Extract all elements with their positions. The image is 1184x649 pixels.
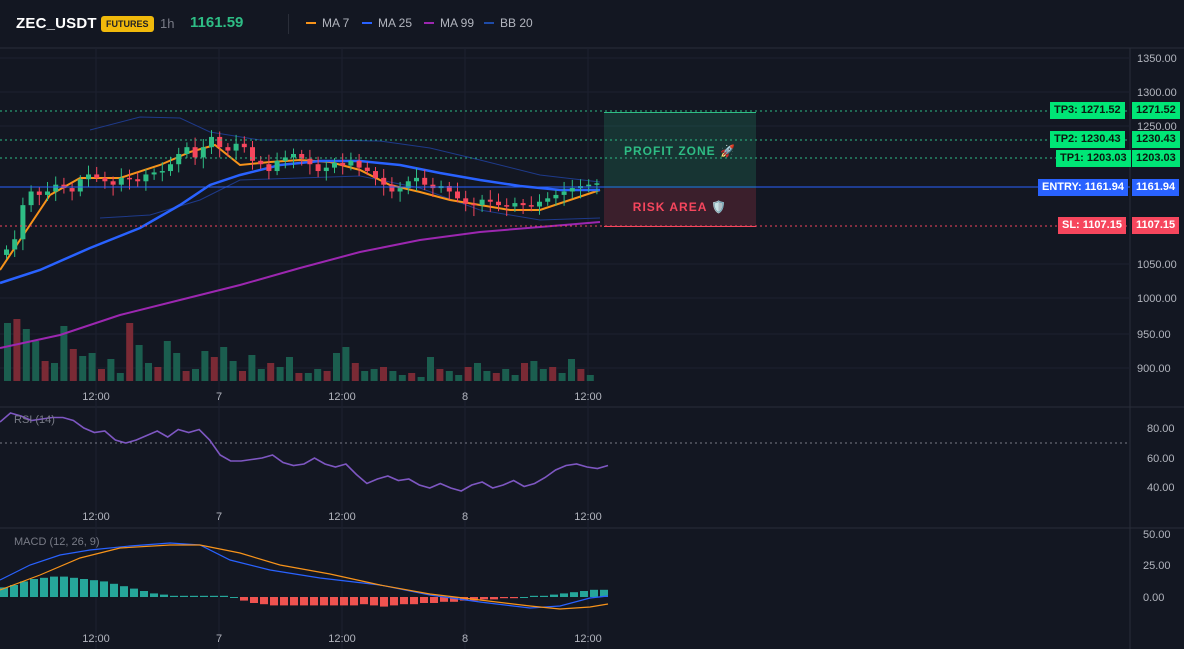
sl-label: SL: 1107.15 xyxy=(1058,217,1126,234)
rsi-tick: 60.00 xyxy=(1147,453,1175,465)
price-tick: 1350.00 xyxy=(1137,53,1177,65)
time-tick: 8 xyxy=(462,391,468,403)
symbol-title[interactable]: ZEC_USDT xyxy=(16,15,97,32)
legend-bb20-label: BB 20 xyxy=(500,16,533,30)
legend-ma7-label: MA 7 xyxy=(322,16,350,30)
price-tick: 1250.00 xyxy=(1137,121,1177,133)
rsi-pane: 80.00 60.00 40.00 xyxy=(0,412,1175,494)
legend-bb20[interactable]: BB 20 xyxy=(484,16,533,30)
time-tick: 12:00 xyxy=(574,391,602,403)
time-axis[interactable]: 12:00 7 12:00 8 12:00 12:00 7 12:00 8 12:00 12:00 7… xyxy=(82,391,602,645)
bb20-swatch-icon xyxy=(484,22,494,24)
moving-averages xyxy=(0,143,601,349)
tp2-price-tag: 1230.43 xyxy=(1132,131,1180,148)
macd-pane: 50.00 25.00 0.00 xyxy=(0,529,1171,610)
sl-price-tag: 1107.15 xyxy=(1132,217,1180,234)
time-tick: 12:00 xyxy=(328,391,356,403)
ma99-swatch-icon xyxy=(424,22,434,24)
rsi-line xyxy=(0,412,609,492)
risk-zone: RISK AREA 🛡️ xyxy=(604,188,756,227)
candlesticks xyxy=(4,130,600,260)
entry-price-tag: 1161.94 xyxy=(1132,179,1180,196)
ma25-swatch-icon xyxy=(362,22,372,24)
signal-line xyxy=(0,544,609,610)
legend-ma7[interactable]: MA 7 xyxy=(306,16,349,30)
legend-ma25-label: MA 25 xyxy=(378,16,413,30)
last-price: 1161.59 xyxy=(190,14,244,31)
trade-level-lines xyxy=(0,110,1130,227)
time-tick: 12:00 xyxy=(574,511,602,523)
grid-lines xyxy=(0,48,1130,649)
tp2-label: TP2: 1230.43 xyxy=(1050,131,1125,148)
legend-ma99[interactable]: MA 99 xyxy=(424,16,474,30)
futures-badge: FUTURES xyxy=(101,16,154,32)
tp1-label: TP1: 1203.03 xyxy=(1056,150,1131,167)
pane-borders xyxy=(0,47,1184,649)
profit-zone: PROFIT ZONE 🚀 xyxy=(604,112,756,188)
time-tick: 7 xyxy=(216,511,222,523)
time-tick: 12:00 xyxy=(328,511,356,523)
price-tick: 1000.00 xyxy=(1137,293,1177,305)
macd-tick: 50.00 xyxy=(1143,529,1171,541)
rsi-title: RSI (14) xyxy=(14,414,55,426)
legend-ma25[interactable]: MA 25 xyxy=(362,16,412,30)
time-tick: 12:00 xyxy=(574,633,602,645)
time-tick: 12:00 xyxy=(82,511,110,523)
time-tick: 7 xyxy=(216,633,222,645)
legend-ma99-label: MA 99 xyxy=(440,16,475,30)
entry-label: ENTRY: 1161.94 xyxy=(1038,179,1128,196)
tp3-price-tag: 1271.52 xyxy=(1132,102,1180,119)
price-tick: 1050.00 xyxy=(1137,259,1177,271)
ma7-swatch-icon xyxy=(306,22,316,24)
timeframe-label[interactable]: 1h xyxy=(160,16,175,31)
macd-title: MACD (12, 26, 9) xyxy=(14,536,100,548)
chart-header: ZEC_USDT FUTURES 1h 1161.59 MA 7 MA 25 M… xyxy=(0,0,1184,48)
rsi-tick: 80.00 xyxy=(1147,423,1175,435)
price-tick: 1300.00 xyxy=(1137,87,1177,99)
price-axis[interactable]: 1350.00 1300.00 1250.00 1050.00 1000.00 950.0… xyxy=(1137,53,1177,375)
time-tick: 12:00 xyxy=(328,633,356,645)
tp3-label: TP3: 1271.52 xyxy=(1050,102,1125,119)
header-divider xyxy=(288,14,289,34)
time-tick: 12:00 xyxy=(82,633,110,645)
macd-tick: 25.00 xyxy=(1143,560,1171,572)
volume-bars xyxy=(4,319,594,381)
macd-tick: 0.00 xyxy=(1143,592,1164,604)
price-tick: 900.00 xyxy=(1137,363,1171,375)
time-tick: 8 xyxy=(462,633,468,645)
rsi-tick: 40.00 xyxy=(1147,482,1175,494)
price-tick: 950.00 xyxy=(1137,329,1171,341)
time-tick: 7 xyxy=(216,391,222,403)
tp1-price-tag: 1203.03 xyxy=(1132,150,1180,167)
time-tick: 8 xyxy=(462,511,468,523)
time-tick: 12:00 xyxy=(82,391,110,403)
